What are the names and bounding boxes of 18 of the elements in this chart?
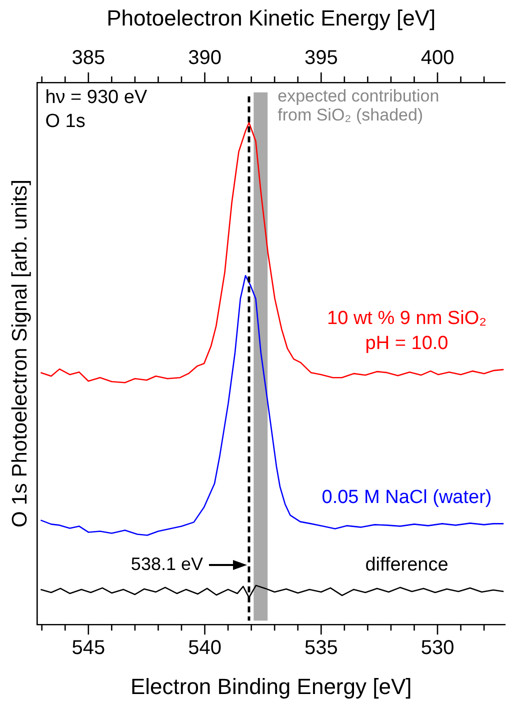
x2-axis-title: Photoelectron Kinetic Energy [eV] — [106, 5, 436, 30]
ref-line-label: 538.1 eV — [130, 554, 203, 574]
x-tick-label: 545 — [72, 637, 106, 660]
x-tick-label: 535 — [304, 637, 338, 660]
x-tick-label: 530 — [420, 637, 454, 660]
x-tick-label: 540 — [188, 637, 222, 660]
x2-tick-label: 395 — [304, 46, 338, 69]
x2-tick-label: 390 — [188, 46, 222, 69]
x2-tick-label: 400 — [420, 46, 454, 69]
series-label: difference — [365, 554, 448, 576]
series-label: 0.05 M NaCl (water) — [322, 486, 492, 508]
text: hν = 930 eV — [45, 87, 148, 108]
x-axis-title: Electron Binding Energy [eV] — [130, 674, 412, 699]
annotation: O 1s — [45, 111, 86, 132]
y-axis-title: O 1s Photoelectron Signal [arb. units] — [8, 180, 32, 528]
x2-tick-label: 385 — [72, 46, 106, 69]
band-label: expected contribution from SiO₂ (shaded) — [278, 86, 440, 125]
series-label: 10 wt % 9 nm SiO₂ pH = 10.0 — [327, 308, 486, 354]
